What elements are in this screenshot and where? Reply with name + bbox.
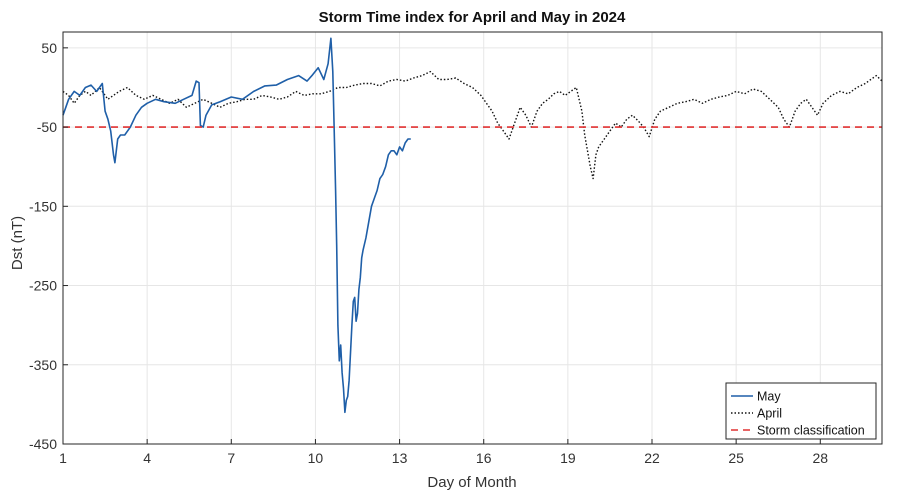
y-axis-label: Dst (nT) xyxy=(9,216,26,270)
x-tick-label: 4 xyxy=(143,450,151,466)
x-axis-label: Day of Month xyxy=(427,474,516,491)
x-axis-ticks: 1 4 7 10 13 16 19 22 25 28 xyxy=(59,439,828,466)
x-tick-label: 25 xyxy=(728,450,744,466)
legend-label: April xyxy=(757,407,782,421)
legend-box xyxy=(725,382,877,440)
x-tick-label: 16 xyxy=(476,450,492,466)
x-tick-label: 13 xyxy=(392,450,408,466)
legend-items: May April Storm classification xyxy=(731,390,865,438)
y-tick-label: -150 xyxy=(29,198,57,214)
legend-label: May xyxy=(757,390,781,404)
chart-title: Storm Time index for April and May in 20… xyxy=(319,9,626,26)
x-tick-label: 28 xyxy=(813,450,829,466)
x-tick-label: 22 xyxy=(644,450,660,466)
x-tick-label: 10 xyxy=(308,450,324,466)
y-tick-label: -350 xyxy=(29,357,57,373)
y-tick-label: -250 xyxy=(29,278,57,294)
plot-frame xyxy=(62,31,883,445)
series-line-may xyxy=(62,37,411,414)
x-tick-label: 7 xyxy=(227,450,235,466)
y-tick-label: -50 xyxy=(37,119,57,135)
y-tick-label: -450 xyxy=(29,436,57,452)
x-tick-label: 19 xyxy=(560,450,576,466)
y-tick-label: 50 xyxy=(41,40,57,56)
x-tick-label: 1 xyxy=(59,450,67,466)
legend: May April Storm classification xyxy=(725,382,877,440)
y-axis-ticks: 50 -50 -150 -250 -350 -450 xyxy=(29,40,68,452)
plot-series xyxy=(62,37,883,414)
legend-label: Storm classification xyxy=(757,424,865,438)
